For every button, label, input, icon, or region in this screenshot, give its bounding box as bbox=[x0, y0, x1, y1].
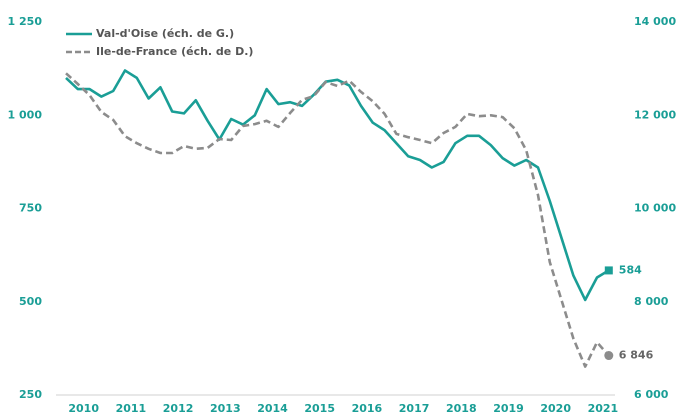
x-tick-label: 2019 bbox=[493, 402, 524, 412]
series-line bbox=[65, 72, 610, 368]
y-tick-label: 250 bbox=[19, 388, 42, 401]
x-tick-label: 2020 bbox=[540, 402, 571, 412]
x-tick-label: 2010 bbox=[68, 402, 99, 412]
x-tick-label: 2013 bbox=[210, 402, 241, 412]
x-tick-label: 2015 bbox=[304, 402, 335, 412]
end-label: 6 846 bbox=[619, 349, 654, 362]
y2-tick-label: 14 000 bbox=[634, 15, 676, 28]
y-tick-label: 1 250 bbox=[8, 15, 43, 28]
x-tick-label: 2014 bbox=[257, 402, 288, 412]
x-tick-label: 2016 bbox=[352, 402, 383, 412]
end-marker bbox=[604, 266, 613, 275]
y2-tick-label: 10 000 bbox=[634, 202, 676, 215]
y2-tick-label: 8 000 bbox=[634, 295, 669, 308]
end-marker bbox=[604, 351, 614, 361]
x-tick-label: 2012 bbox=[163, 402, 194, 412]
end-label: 584 bbox=[619, 263, 642, 276]
x-tick-label: 2017 bbox=[399, 402, 430, 412]
x-tick-label: 2011 bbox=[116, 402, 147, 412]
x-tick-label: 2018 bbox=[446, 402, 477, 412]
legend-label: Val-d'Oise (éch. de G.) bbox=[96, 27, 234, 40]
y-tick-label: 1 000 bbox=[8, 108, 43, 121]
y-tick-label: 750 bbox=[19, 202, 42, 215]
x-tick-label: 2021 bbox=[588, 402, 619, 412]
legend-label: Ile-de-France (éch. de D.) bbox=[96, 45, 253, 58]
y2-tick-label: 12 000 bbox=[634, 108, 676, 121]
y-tick-label: 500 bbox=[19, 295, 42, 308]
series-line bbox=[65, 69, 610, 302]
y2-tick-label: 6 000 bbox=[634, 388, 669, 401]
